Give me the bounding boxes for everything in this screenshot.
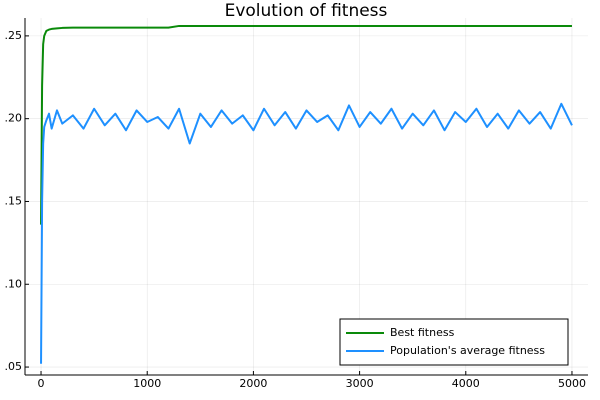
series-line [40,102,573,364]
x-tick-label: 5000 [558,377,586,390]
x-tick-label: 3000 [346,377,374,390]
y-tick-label: .20 [5,112,23,125]
x-tick-label: 1000 [133,377,161,390]
series-line [40,24,572,225]
y-tick-label: .10 [5,277,23,290]
y-tick-label: .25 [5,29,23,42]
x-tick-label: 0 [38,377,45,390]
x-tick-label: 2000 [239,377,267,390]
legend-label: Population's average fitness [390,344,545,357]
y-tick-label: .15 [5,194,23,207]
y-tick-label: .05 [5,360,23,373]
legend-box [339,318,569,366]
legend-label: Best fitness [390,326,455,339]
chart-title: Evolution of fitness [225,1,388,21]
x-tick-label: 4000 [452,377,480,390]
